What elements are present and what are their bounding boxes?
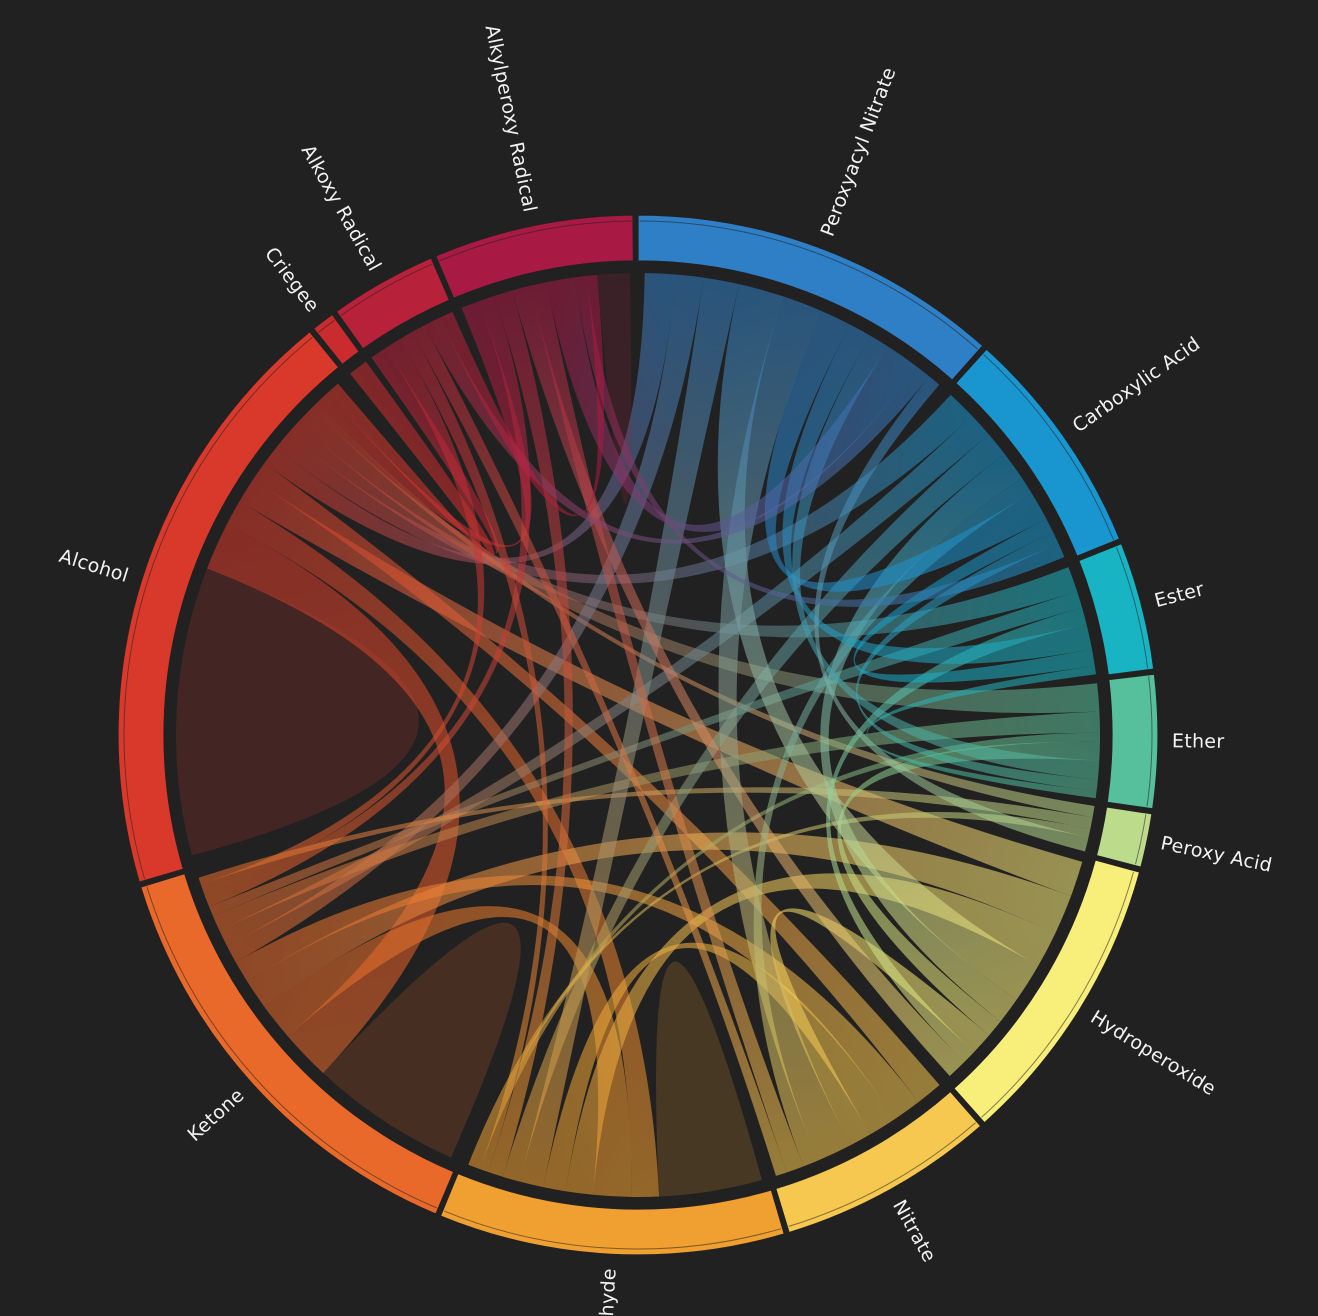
- ribbons-layer: [176, 273, 1100, 1197]
- group-label-peroxy-acid: Peroxy Acid: [1159, 832, 1274, 877]
- group-arc-rim-ether: [1146, 676, 1153, 807]
- ribbon-nitrate-to-carboxylic_acid: [753, 478, 1032, 1167]
- ribbon-alcohol-to-alcohol: [176, 568, 419, 856]
- ribbon-nitrate-to-alkylperoxy_radical: [530, 282, 804, 1173]
- group-label-hydroperoxide: Hydroperoxide: [1087, 1006, 1220, 1100]
- group-label-nitrate: Nitrate: [888, 1196, 940, 1266]
- ribbon-aldehyde-to-alkylperoxy_radical: [487, 290, 573, 1177]
- ribbon-peroxyacyl_nitrate-to-alkylperoxy_radical: [546, 277, 918, 532]
- ribbon-hydroperoxide-to-carboxylic_acid: [820, 453, 1022, 1022]
- group-arc-alkoxy-radical: [335, 257, 451, 350]
- group-label-peroxyacyl-nitrate: Peroxyacyl Nitrate: [817, 64, 901, 239]
- ribbon-alkylperoxy_radical-to-alkoxy_radical: [439, 274, 605, 517]
- group-label-ester: Ester: [1152, 578, 1206, 612]
- group-arc-rim-criegee: [318, 319, 335, 333]
- group-arc-peroxyacyl-nitrate: [637, 214, 984, 381]
- group-label-alkoxy-radical: Alkoxy Radical: [297, 141, 386, 275]
- group-label-carboxylic-acid: Carboxylic Acid: [1069, 333, 1205, 437]
- ribbon-hydroperoxide-to-nitrate: [770, 908, 989, 1146]
- group-label-alkylperoxy-radical: Alkylperoxy Radical: [481, 23, 541, 214]
- group-label-alcohol: Alcohol: [57, 545, 132, 587]
- group-arc-rim-ketone: [146, 886, 437, 1209]
- ribbon-alcohol-to-alkylperoxy_radical: [316, 301, 532, 548]
- ribbon-aldehyde-to-ether: [473, 732, 1100, 1170]
- group-arc-rim-hydroperoxide: [981, 871, 1134, 1118]
- group-label-ketone: Ketone: [183, 1084, 248, 1146]
- ribbon-aldehyde-to-peroxyacyl_nitrate: [519, 277, 740, 1188]
- group-arcs-layer: [117, 214, 1159, 1256]
- group-label-ether: Ether: [1172, 730, 1225, 753]
- ribbon-ketone-to-alkylperoxy_radical: [204, 295, 531, 907]
- ribbon-ester-to-ether: [866, 665, 1097, 799]
- ribbon-carboxylic_acid-to-ester: [853, 518, 1095, 683]
- ribbon-nitrate-to-alkoxy_radical: [412, 325, 787, 1176]
- group-arc-ether: [1106, 673, 1159, 810]
- ribbon-ketone-to-ketone: [323, 922, 521, 1158]
- group-arc-carboxylic-acid: [954, 348, 1121, 558]
- group-arc-aldehyde: [439, 1172, 786, 1256]
- ribbon-carboxylic_acid-to-alkylperoxy_radical: [574, 275, 1065, 607]
- ribbon-peroxyacyl_nitrate-to-alkoxy_radical: [424, 317, 930, 544]
- group-arc-rim-peroxyacyl-nitrate: [639, 220, 978, 350]
- ribbon-aldehyde-to-aldehyde: [656, 961, 762, 1197]
- ribbon-alcohol-to-hydroperoxide: [239, 479, 1083, 897]
- ribbon-alkylperoxy_radical-to-alkylperoxy_radical: [597, 273, 632, 505]
- group-label-aldehyde: Aldehyde: [594, 1268, 621, 1316]
- group-arc-nitrate: [774, 1090, 982, 1234]
- ribbon-ketone-to-ether: [213, 711, 1100, 931]
- group-arc-rim-alkylperoxy-radical: [439, 220, 632, 262]
- group-arc-rim-carboxylic-acid: [983, 354, 1114, 541]
- group-arc-rim-peroxy-acid: [1135, 814, 1147, 865]
- group-arc-hydroperoxide: [952, 859, 1141, 1124]
- ribbon-ketone-to-aldehyde: [264, 906, 632, 1197]
- group-arc-rim-nitrate: [788, 1122, 976, 1227]
- group-arc-rim-aldehyde: [443, 1210, 782, 1250]
- group-arc-ketone: [139, 872, 455, 1215]
- group-arc-ester: [1077, 542, 1155, 676]
- ribbon-hydroperoxide-to-peroxyacyl_nitrate: [717, 284, 1039, 1000]
- group-arc-rim-alkoxy-radical: [340, 263, 433, 316]
- group-label-criegee: Criegee: [260, 243, 323, 316]
- group-arc-rim-ester: [1116, 547, 1149, 669]
- group-arc-peroxy-acid: [1095, 806, 1153, 868]
- ribbon-alcohol-to-nitrate: [253, 463, 940, 1102]
- group-arc-rim-alcohol: [123, 336, 313, 880]
- ribbon-criegee-to-alcohol: [334, 361, 495, 557]
- group-arc-alkylperoxy-radical: [434, 214, 635, 300]
- group-arc-alcohol: [117, 330, 340, 884]
